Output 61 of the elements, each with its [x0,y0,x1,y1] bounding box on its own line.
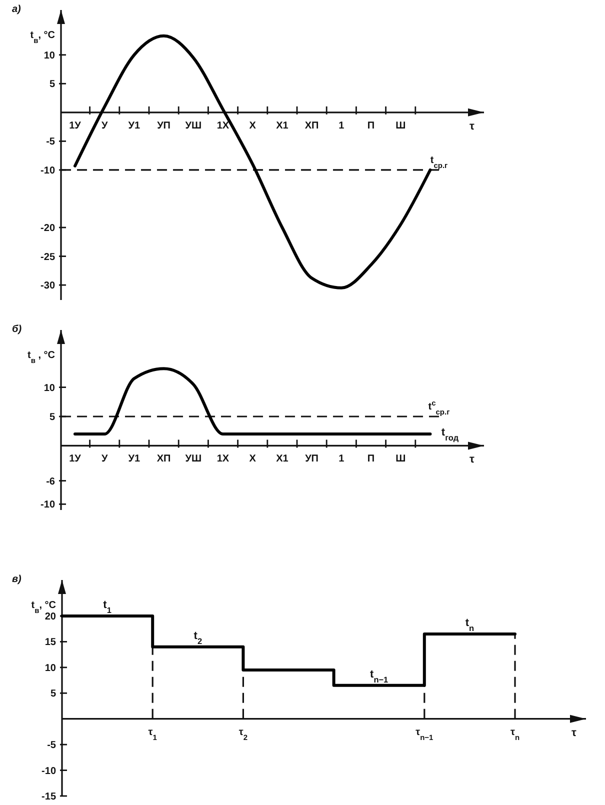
annotation: t$_{2}$ [194,630,202,646]
y-tick-label: -10 [42,766,56,777]
x-tick-label: УШ [185,120,202,132]
chart-title: б) [12,324,22,335]
y-axis-title: t$_{в}$, °C [30,30,55,44]
x-tick-label: ХП [156,454,171,465]
y-tick-label: 20 [44,612,56,622]
x-tick-label: 1 [338,454,345,465]
x-tick-label: Х1 [276,120,289,132]
x-tick-label: П [367,120,375,132]
x-axis-title: τ [470,454,475,466]
y-tick-label: -20 [40,223,56,234]
x-tick-label: Ш [396,454,406,465]
x-tick-label: УП [305,454,319,465]
y-tick-label: 10 [44,50,56,62]
x-axis-title: τ [572,726,577,739]
x-tick-label: 1Х [216,120,230,132]
chart-title: а) [12,4,22,15]
y-axis-title: t$_{в}$ , °C [27,350,55,364]
chart-title: в) [12,574,22,585]
x-tick-label: Х [249,120,256,132]
line-series [74,367,432,436]
x-tick-label: У1 [128,120,141,132]
y-tick-label: 5 [49,79,56,90]
y-tick-label: -5 [47,740,56,752]
ref-line-label: t$_{ср.г}$ [430,154,448,170]
x-tick-label: τ$_{n−1}$ [416,726,434,742]
y-tick-label: 5 [50,688,56,700]
y-tick-label: 10 [44,662,56,674]
x-tick-label: УШ [185,454,202,465]
x-tick-label: τ$_{n}$ [510,726,520,742]
annotation: t$_{1}$ [103,599,112,614]
x-axis-title: τ [470,120,475,132]
y-tick-label: -25 [40,252,56,263]
y-tick-label: -30 [40,280,56,292]
x-tick-label: УП [157,120,171,132]
y-tick-label: -10 [40,500,56,511]
x-tick-label: ХП [304,120,319,132]
x-tick-label: 1Х [216,454,230,465]
x-tick-label: У1 [128,454,141,465]
annotation: t$_{год}$ [441,426,460,442]
x-tick-label: П [367,454,375,465]
x-tick-label: 1У [69,454,82,465]
y-tick-label: -15 [42,792,56,802]
y-tick-label: -10 [40,165,56,176]
x-tick-label: Ш [396,120,406,132]
x-tick-label: Х1 [276,454,289,465]
x-tick-label: Х [249,454,256,465]
annotation: t$_{n}$ [465,617,474,632]
y-tick-label: 15 [44,637,56,648]
y-tick-label: 10 [44,382,56,394]
y-tick-label: -5 [46,136,56,148]
y-tick-label: -6 [46,476,56,488]
x-tick-label: 1У [69,120,82,132]
x-tick-label: τ$_{1}$ [148,726,157,742]
x-tick-label: τ$_{2}$ [238,726,248,742]
annotation: t$_{n−1}$ [370,668,389,684]
x-tick-label: У [101,120,108,132]
x-tick-label: У [101,454,108,465]
x-tick-label: 1 [338,120,345,132]
y-tick-label: 5 [49,412,56,423]
